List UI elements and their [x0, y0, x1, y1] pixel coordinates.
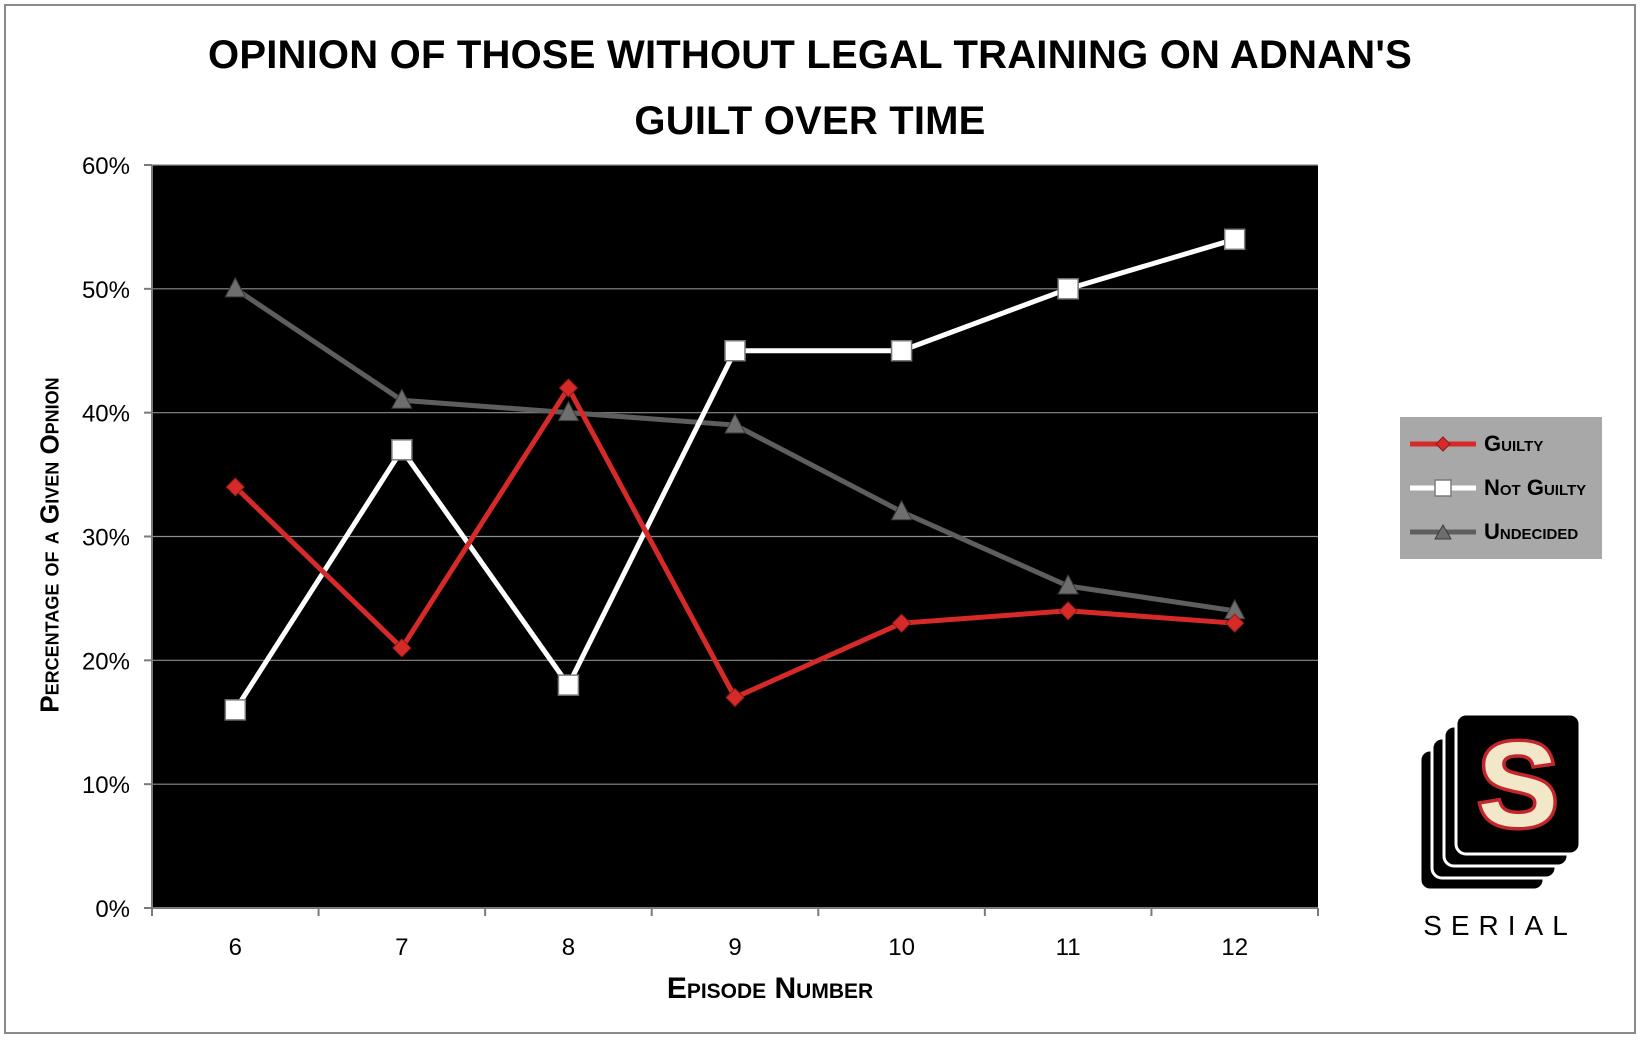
x-tick-label: 12: [1221, 934, 1248, 961]
legend-item-guilty: Guilty: [1408, 429, 1543, 459]
legend: Guilty Not Guilty Undecided: [1400, 417, 1602, 559]
legend-label-guilty: Guilty: [1484, 431, 1544, 456]
y-tick-label: 20%: [82, 648, 130, 675]
data-point-guilty: [558, 378, 579, 398]
x-tick-label: 6: [229, 934, 242, 961]
data-point-guilty: [725, 687, 745, 708]
data-point-not-guilty: [224, 699, 247, 721]
legend-label-undecided: Undecided: [1484, 519, 1579, 544]
data-point-undecided: [391, 388, 413, 409]
y-tick-label: 40%: [82, 401, 130, 428]
data-point-guilty: [1225, 613, 1245, 633]
data-point-undecided: [1057, 573, 1079, 595]
y-axis-label: Percentage of a Given Opnion: [34, 377, 65, 713]
data-point-not-guilty: [890, 340, 913, 362]
x-tick-label: 7: [395, 934, 408, 961]
y-tick-label: 50%: [82, 277, 130, 304]
legend-marker-undecided: [1410, 523, 1476, 540]
legend-marker-not-guilty: [1410, 479, 1476, 497]
data-point-undecided: [557, 400, 580, 422]
x-tick-label: 9: [728, 934, 741, 961]
data-point-not-guilty: [391, 439, 413, 461]
serial-logo-text: SERIAL: [1423, 910, 1577, 941]
legend-item-not-guilty: Not Guilty: [1408, 473, 1586, 503]
chart-title: OPINION OF THOSE WITHOUT LEGAL TRAINING …: [120, 22, 1500, 154]
legend-item-undecided: Undecided: [1408, 517, 1578, 547]
x-axis-label: Episode Number: [666, 972, 874, 1005]
serial-logo-letter: S: [1478, 718, 1558, 852]
y-tick-label: 0%: [95, 896, 130, 923]
chart-title-line-1: OPINION OF THOSE WITHOUT LEGAL TRAINING …: [208, 33, 1412, 77]
data-point-not-guilty: [1057, 278, 1079, 300]
data-point-guilty: [225, 477, 245, 497]
y-tick-label: 30%: [82, 525, 130, 552]
data-point-undecided: [724, 412, 746, 434]
legend-label-not-guilty: Not Guilty: [1484, 475, 1587, 500]
data-point-undecided: [224, 276, 247, 298]
data-point-guilty: [891, 613, 912, 633]
data-point-guilty: [1058, 601, 1078, 621]
y-tick-label: 10%: [82, 772, 130, 799]
x-tick-label: 11: [1056, 934, 1081, 961]
chart-title-line-2: GUILT OVER TIME: [634, 99, 986, 143]
data-point-guilty: [392, 638, 412, 658]
data-point-undecided: [890, 499, 913, 521]
x-tick-label: 10: [888, 934, 915, 961]
data-point-not-guilty: [1223, 228, 1246, 251]
data-point-not-guilty: [557, 674, 580, 696]
x-tick-label: 8: [562, 934, 575, 961]
legend-marker-guilty: [1410, 436, 1476, 452]
y-tick-label: 60%: [82, 153, 130, 180]
serial-logo-icon: S: [1418, 712, 1582, 892]
data-point-not-guilty: [724, 340, 746, 362]
